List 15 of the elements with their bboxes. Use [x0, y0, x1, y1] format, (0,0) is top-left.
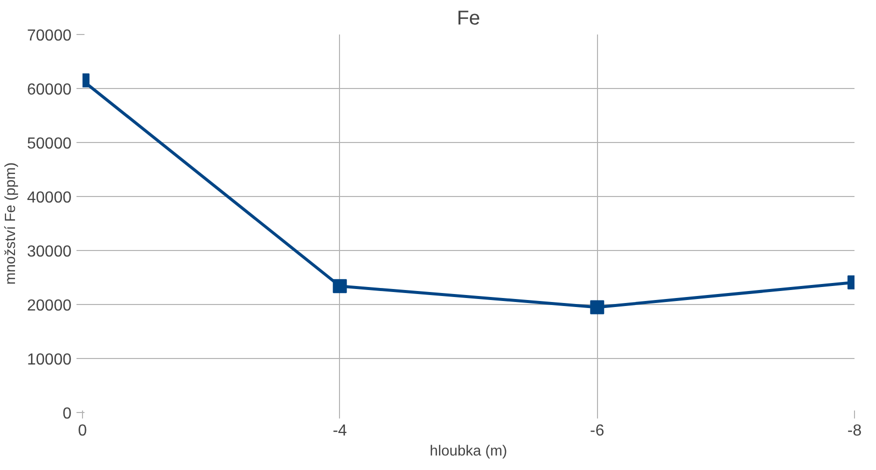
x-tick-label: -6 — [590, 422, 604, 440]
x-tick-label: 0 — [78, 422, 88, 440]
y-tick-label: 40000 — [27, 190, 72, 206]
x-axis-title: hloubka (m) — [430, 444, 508, 460]
y-axis-title: množství Fe (ppm) — [3, 162, 20, 285]
y-tick-label: 70000 — [27, 28, 72, 44]
y-tick-label: 30000 — [27, 244, 72, 260]
x-tick-label: -4 — [332, 422, 348, 440]
y-tick-label: 10000 — [27, 352, 72, 368]
y-tick-label: 20000 — [27, 298, 72, 314]
y-tick-label: 60000 — [27, 82, 72, 98]
chart-title: Fe — [456, 8, 480, 30]
y-tick-label: 0 — [62, 406, 72, 422]
x-tick-label: -8 — [847, 422, 862, 440]
y-tick-label: 50000 — [27, 136, 72, 152]
